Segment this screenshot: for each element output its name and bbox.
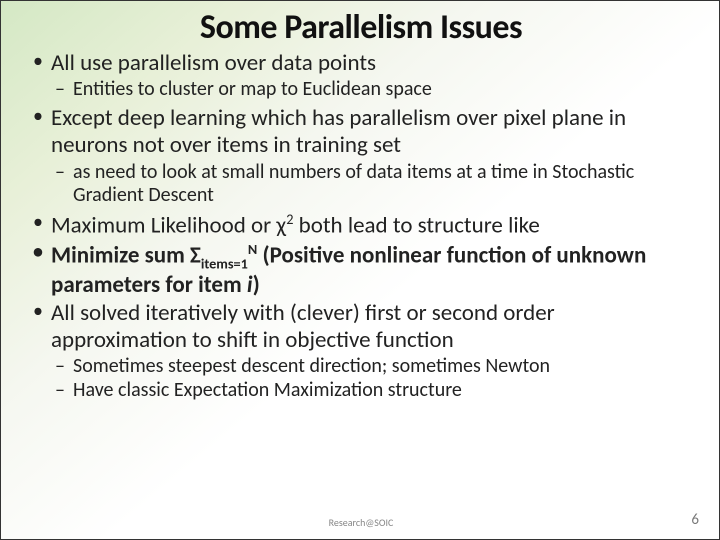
bullet-5-sub-2: Have classic Expectation Maximization st… bbox=[29, 379, 693, 402]
bullet-1-sub: Entities to cluster or map to Euclidean … bbox=[29, 78, 693, 101]
bullet-5-sub-1: Sometimes steepest descent direction; so… bbox=[29, 355, 693, 378]
footer-text: Research@SOIC bbox=[1, 516, 720, 529]
bullet-5: All solved iteratively with (clever) fir… bbox=[29, 300, 693, 354]
bullet-5-sub: Sometimes steepest descent direction; so… bbox=[29, 355, 693, 402]
page-number: 6 bbox=[691, 511, 699, 529]
bullet-3: Maximum Likelihood or χ2 both lead to st… bbox=[29, 211, 693, 240]
slide: Some Parallelism Issues All use parallel… bbox=[1, 1, 720, 540]
chi-symbol: χ bbox=[276, 212, 286, 240]
bullet-2-sub: as need to look at small numbers of data… bbox=[29, 161, 693, 207]
sigma-symbol: Σ bbox=[190, 241, 201, 269]
bullet-list: Maximum Likelihood or χ2 both lead to st… bbox=[29, 211, 693, 354]
sigma-superscript: N bbox=[248, 240, 257, 258]
bullet-4-text-c: ) bbox=[253, 271, 260, 299]
bullet-2: Except deep learning which has paralleli… bbox=[29, 105, 693, 159]
bullet-1: All use parallelism over data points bbox=[29, 50, 693, 77]
bullet-3-text-a: Maximum Likelihood or bbox=[51, 212, 276, 240]
bullet-4: Minimize sum Σitems=1N (Positive nonline… bbox=[29, 241, 693, 299]
bullet-3-text-b: both lead to structure like bbox=[293, 212, 539, 240]
bullet-4-text-a: Minimize sum bbox=[51, 241, 190, 269]
bullet-2-sub-1: as need to look at small numbers of data… bbox=[29, 161, 693, 207]
bullet-list: Except deep learning which has paralleli… bbox=[29, 105, 693, 159]
bullet-list: All use parallelism over data points bbox=[29, 50, 693, 77]
bullet-1-sub-1: Entities to cluster or map to Euclidean … bbox=[29, 78, 693, 101]
slide-title: Some Parallelism Issues bbox=[29, 7, 693, 48]
sigma-subscript: items=1 bbox=[201, 254, 248, 272]
